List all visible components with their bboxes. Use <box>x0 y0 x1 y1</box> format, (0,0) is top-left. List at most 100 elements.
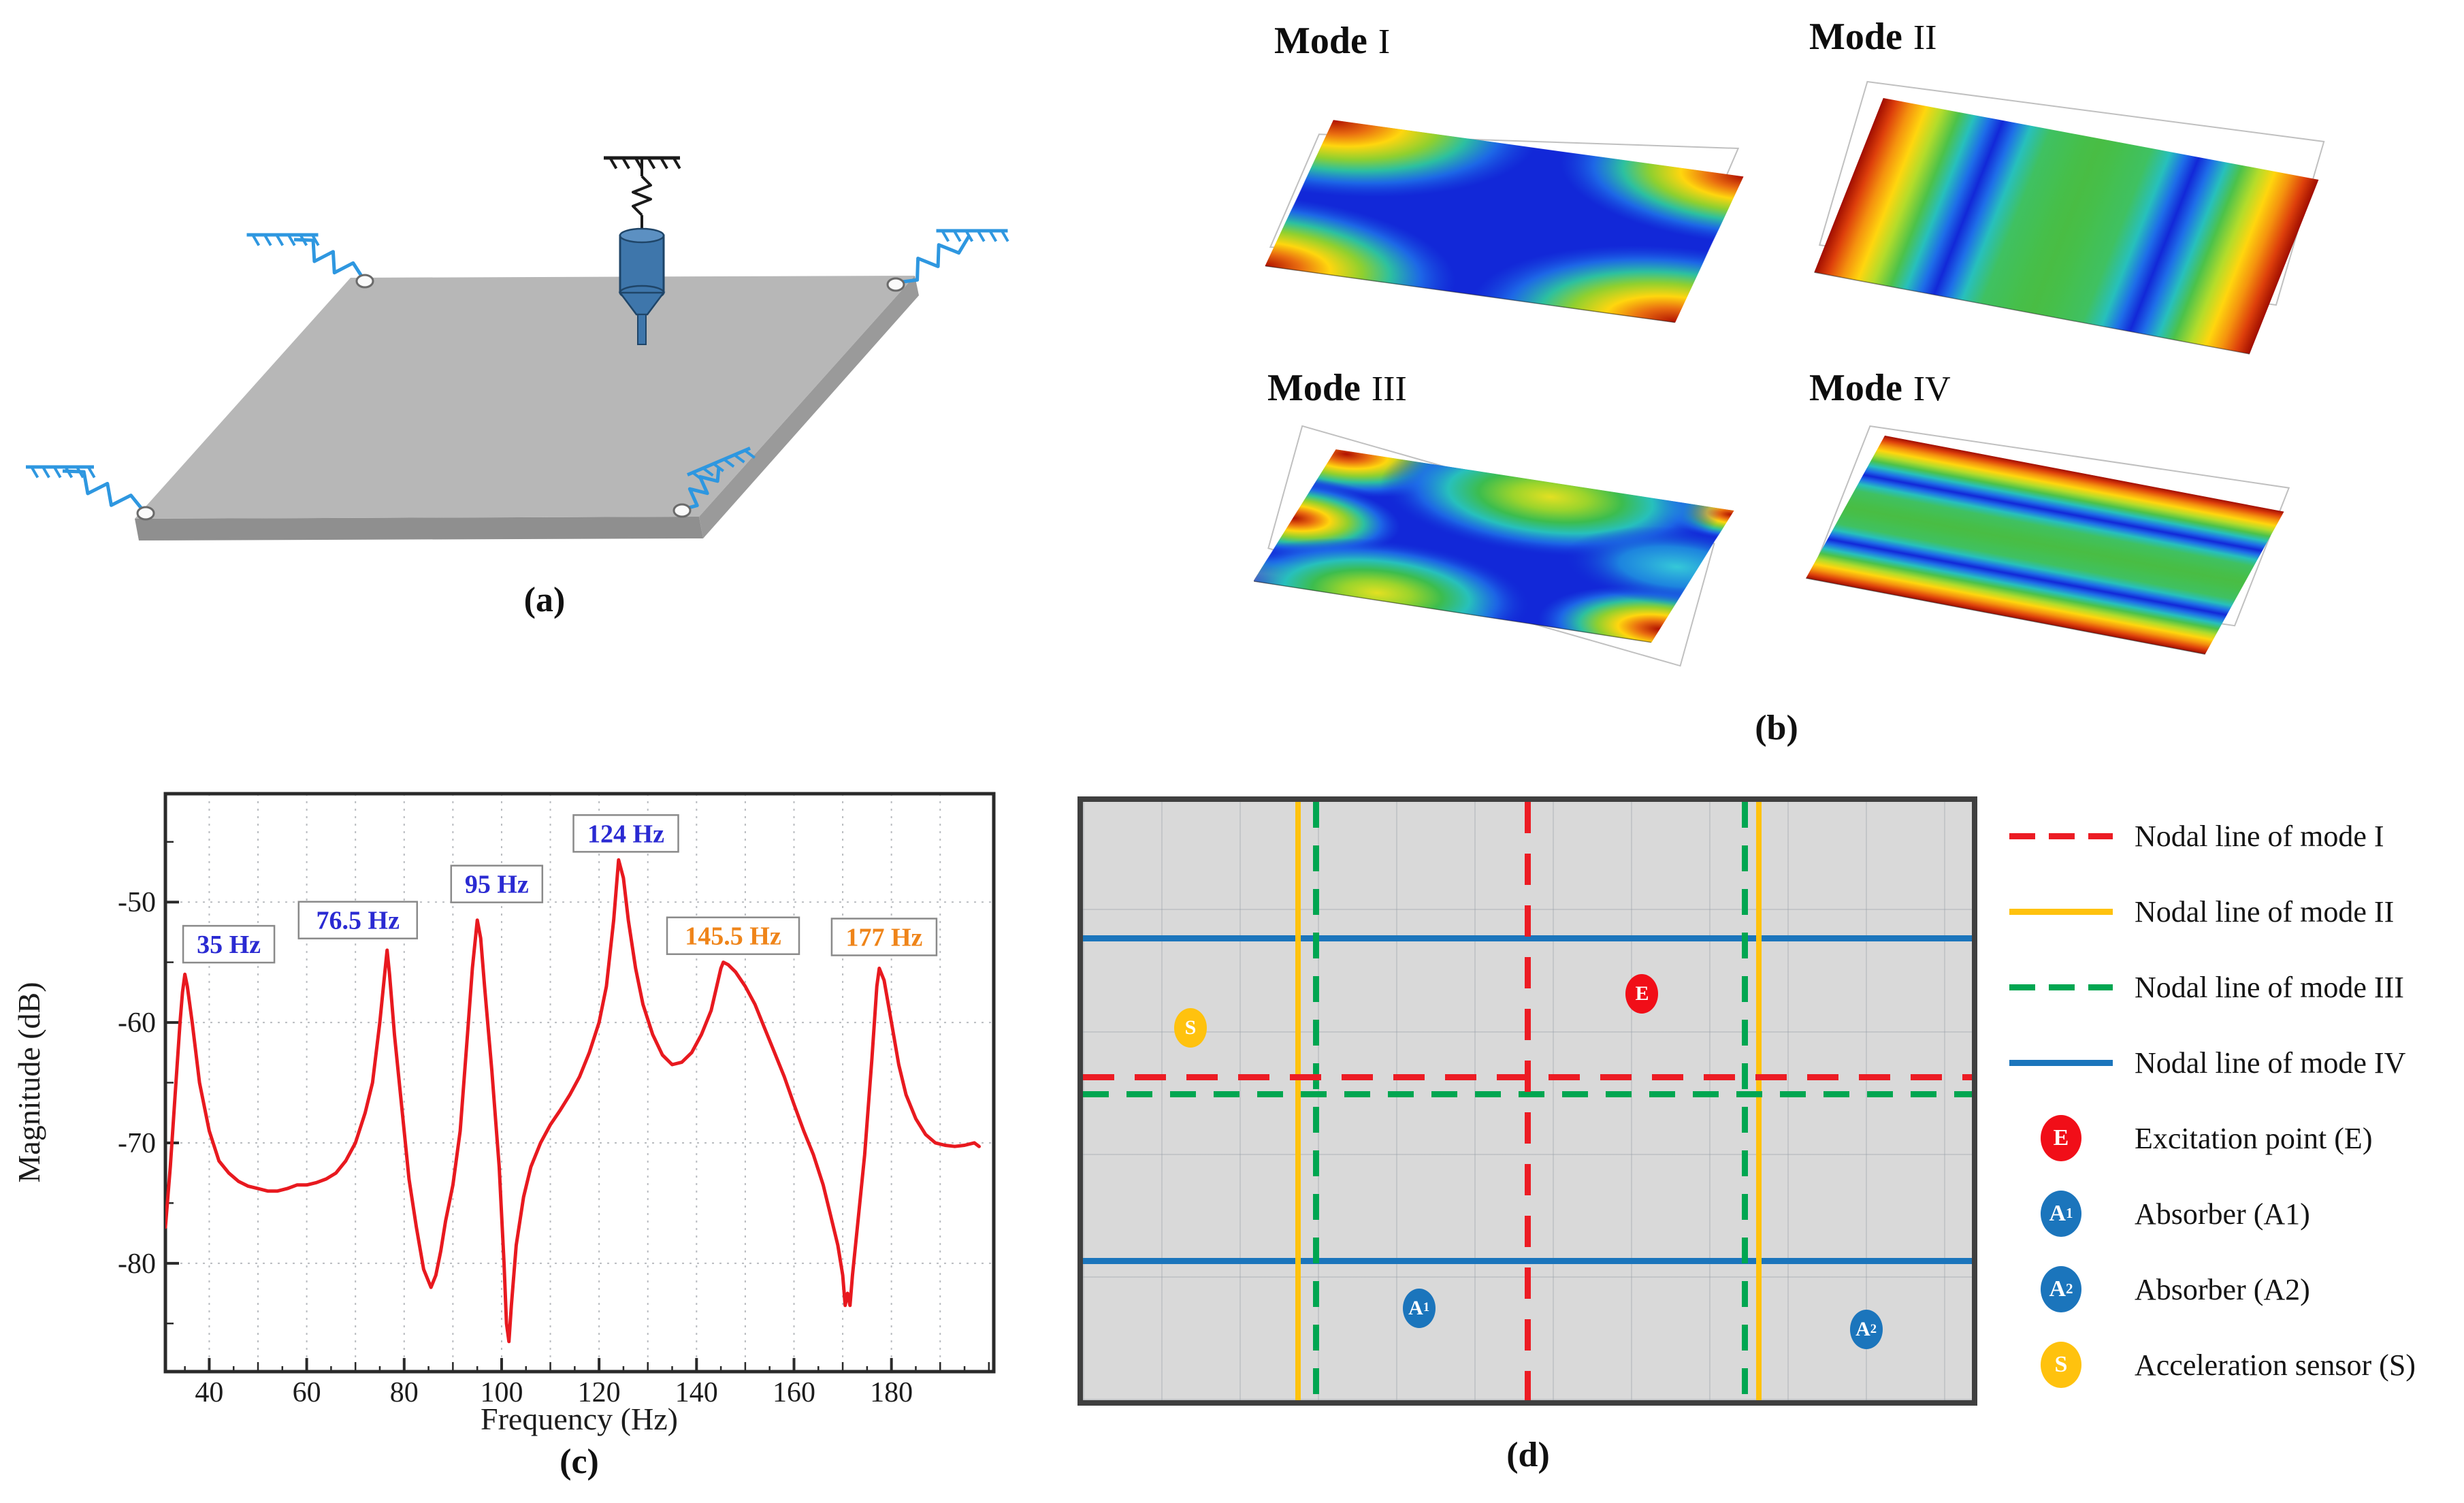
mode-surface <box>1806 435 2284 655</box>
mode-surface <box>1814 98 2319 354</box>
legend-marker-swatch: S <box>2009 1342 2113 1388</box>
shaker-spring <box>632 175 652 216</box>
peak-label: 35 Hz <box>197 931 261 959</box>
mode-3-numeral: III <box>1371 370 1407 408</box>
mode-surface <box>1265 120 1744 323</box>
legend-item: S Acceleration sensor (S) <box>2009 1340 2416 1389</box>
legend-item: Nodal line of mode IV <box>2009 1038 2405 1087</box>
legend-line-swatch <box>2009 1059 2113 1066</box>
mode-4-numeral: IV <box>1913 370 1951 408</box>
ground-hatch-top-left <box>246 233 320 246</box>
mode-4-label: Mode IV <box>1809 366 1951 410</box>
x-tick-label: 40 <box>195 1377 223 1408</box>
spring-top-right <box>896 234 971 285</box>
caption-d: (d) <box>1506 1436 1550 1474</box>
legend-marker-E: E <box>2041 1115 2081 1161</box>
plate-front-edge <box>135 517 703 540</box>
legend-label: Nodal line of mode III <box>2135 970 2404 1004</box>
spring-bottom-left <box>62 469 146 513</box>
caption-a: (a) <box>523 581 566 619</box>
legend-label: Excitation point (E) <box>2135 1121 2373 1155</box>
plate-top-face <box>135 276 915 519</box>
marker-S: S <box>1174 1008 1207 1048</box>
nodal-line-mode-II <box>1756 802 1762 1400</box>
nodal-line-mode-II <box>1295 802 1301 1400</box>
mode-3-shape <box>1254 417 1738 675</box>
x-tick-label: 140 <box>675 1377 718 1408</box>
legend-label: Nodal line of mode II <box>2135 894 2395 928</box>
marker-E: E <box>1625 974 1659 1014</box>
mode-3-word: Mode <box>1267 367 1361 409</box>
peak-label-box <box>830 918 938 956</box>
plate-right-edge <box>699 276 919 538</box>
legend-line <box>2009 984 2113 990</box>
caption-c: (c) <box>560 1442 599 1481</box>
nodal-line-mode-III <box>1742 802 1749 1400</box>
caption-b: (b) <box>1755 709 1798 747</box>
legend-line <box>2009 833 2113 839</box>
shaker-stinger <box>637 314 647 345</box>
peak-label-box <box>450 864 544 903</box>
legend-label: Absorber (A2) <box>2135 1272 2310 1306</box>
nodal-line-mode-I <box>1524 802 1531 1400</box>
legend-item: Nodal line of mode II <box>2009 887 2394 936</box>
legend-line-swatch <box>2009 984 2113 990</box>
shaker-body <box>619 234 665 294</box>
y-tick-label: -70 <box>118 1128 156 1159</box>
legend-label: Absorber (A1) <box>2135 1197 2310 1231</box>
mode-4-shape <box>1801 417 2294 678</box>
y-tick-label: -50 <box>118 887 156 918</box>
nodal-line-mode-III <box>1312 802 1319 1400</box>
legend-line-swatch <box>2009 908 2113 915</box>
peak-label: 76.5 Hz <box>317 907 400 935</box>
mode-bottom-edge <box>1814 272 2250 354</box>
shaker-cone <box>618 291 666 316</box>
mode-bottom-edge <box>1254 581 1651 643</box>
x-tick-label: 60 <box>293 1377 321 1408</box>
mode-bottom-edge <box>1265 266 1674 323</box>
mode-1-word: Mode <box>1274 20 1367 62</box>
x-axis-title: Frequency (Hz) <box>481 1402 678 1436</box>
legend: Nodal line of mode I Nodal line of mode I… <box>2009 0 2464 1503</box>
corner-hole-2 <box>136 506 155 521</box>
peak-label-box <box>572 814 679 853</box>
spring-top-left <box>293 238 366 280</box>
corner-hole-3 <box>672 503 692 518</box>
legend-line-swatch <box>2009 833 2113 839</box>
legend-line <box>2009 908 2113 915</box>
legend-item: E Excitation point (E) <box>2009 1114 2372 1163</box>
mode-2-label: Mode II <box>1809 15 1937 59</box>
legend-label: Nodal line of mode I <box>2135 819 2384 853</box>
mode-2-shape <box>1798 65 2329 365</box>
peak-label-box <box>182 924 276 964</box>
spring-bottom-right <box>683 466 721 511</box>
y-tick-label: -60 <box>118 1007 156 1039</box>
x-tick-label: 80 <box>390 1377 419 1408</box>
mode-2-word: Mode <box>1809 16 1902 58</box>
legend-item: A 1 Absorber (A1) <box>2009 1189 2310 1238</box>
peak-label: 124 Hz <box>587 820 664 848</box>
y-axis-title: Magnitude (dB) <box>12 982 46 1182</box>
peak-label: 177 Hz <box>845 923 922 952</box>
x-tick-label: 120 <box>578 1377 621 1408</box>
frf-chart: 40 60 80 100 120 140 160 180 -50 -60 -70 -80 35 Hz 76… <box>12 792 996 1436</box>
mode-4-word: Mode <box>1809 367 1902 409</box>
legend-label: Acceleration sensor (S) <box>2135 1348 2416 1382</box>
mode-bottom-edge <box>1806 578 2205 654</box>
mode-1-label: Mode I <box>1274 19 1390 63</box>
x-tick-label: 160 <box>773 1377 815 1408</box>
mode-1-numeral: I <box>1378 22 1391 61</box>
mode-1-shape <box>1261 97 1748 355</box>
legend-item: A 2 Absorber (A2) <box>2009 1265 2310 1314</box>
x-tick-label: 100 <box>480 1377 523 1408</box>
frf-curve <box>165 858 981 1344</box>
corner-hole-0 <box>355 274 374 289</box>
